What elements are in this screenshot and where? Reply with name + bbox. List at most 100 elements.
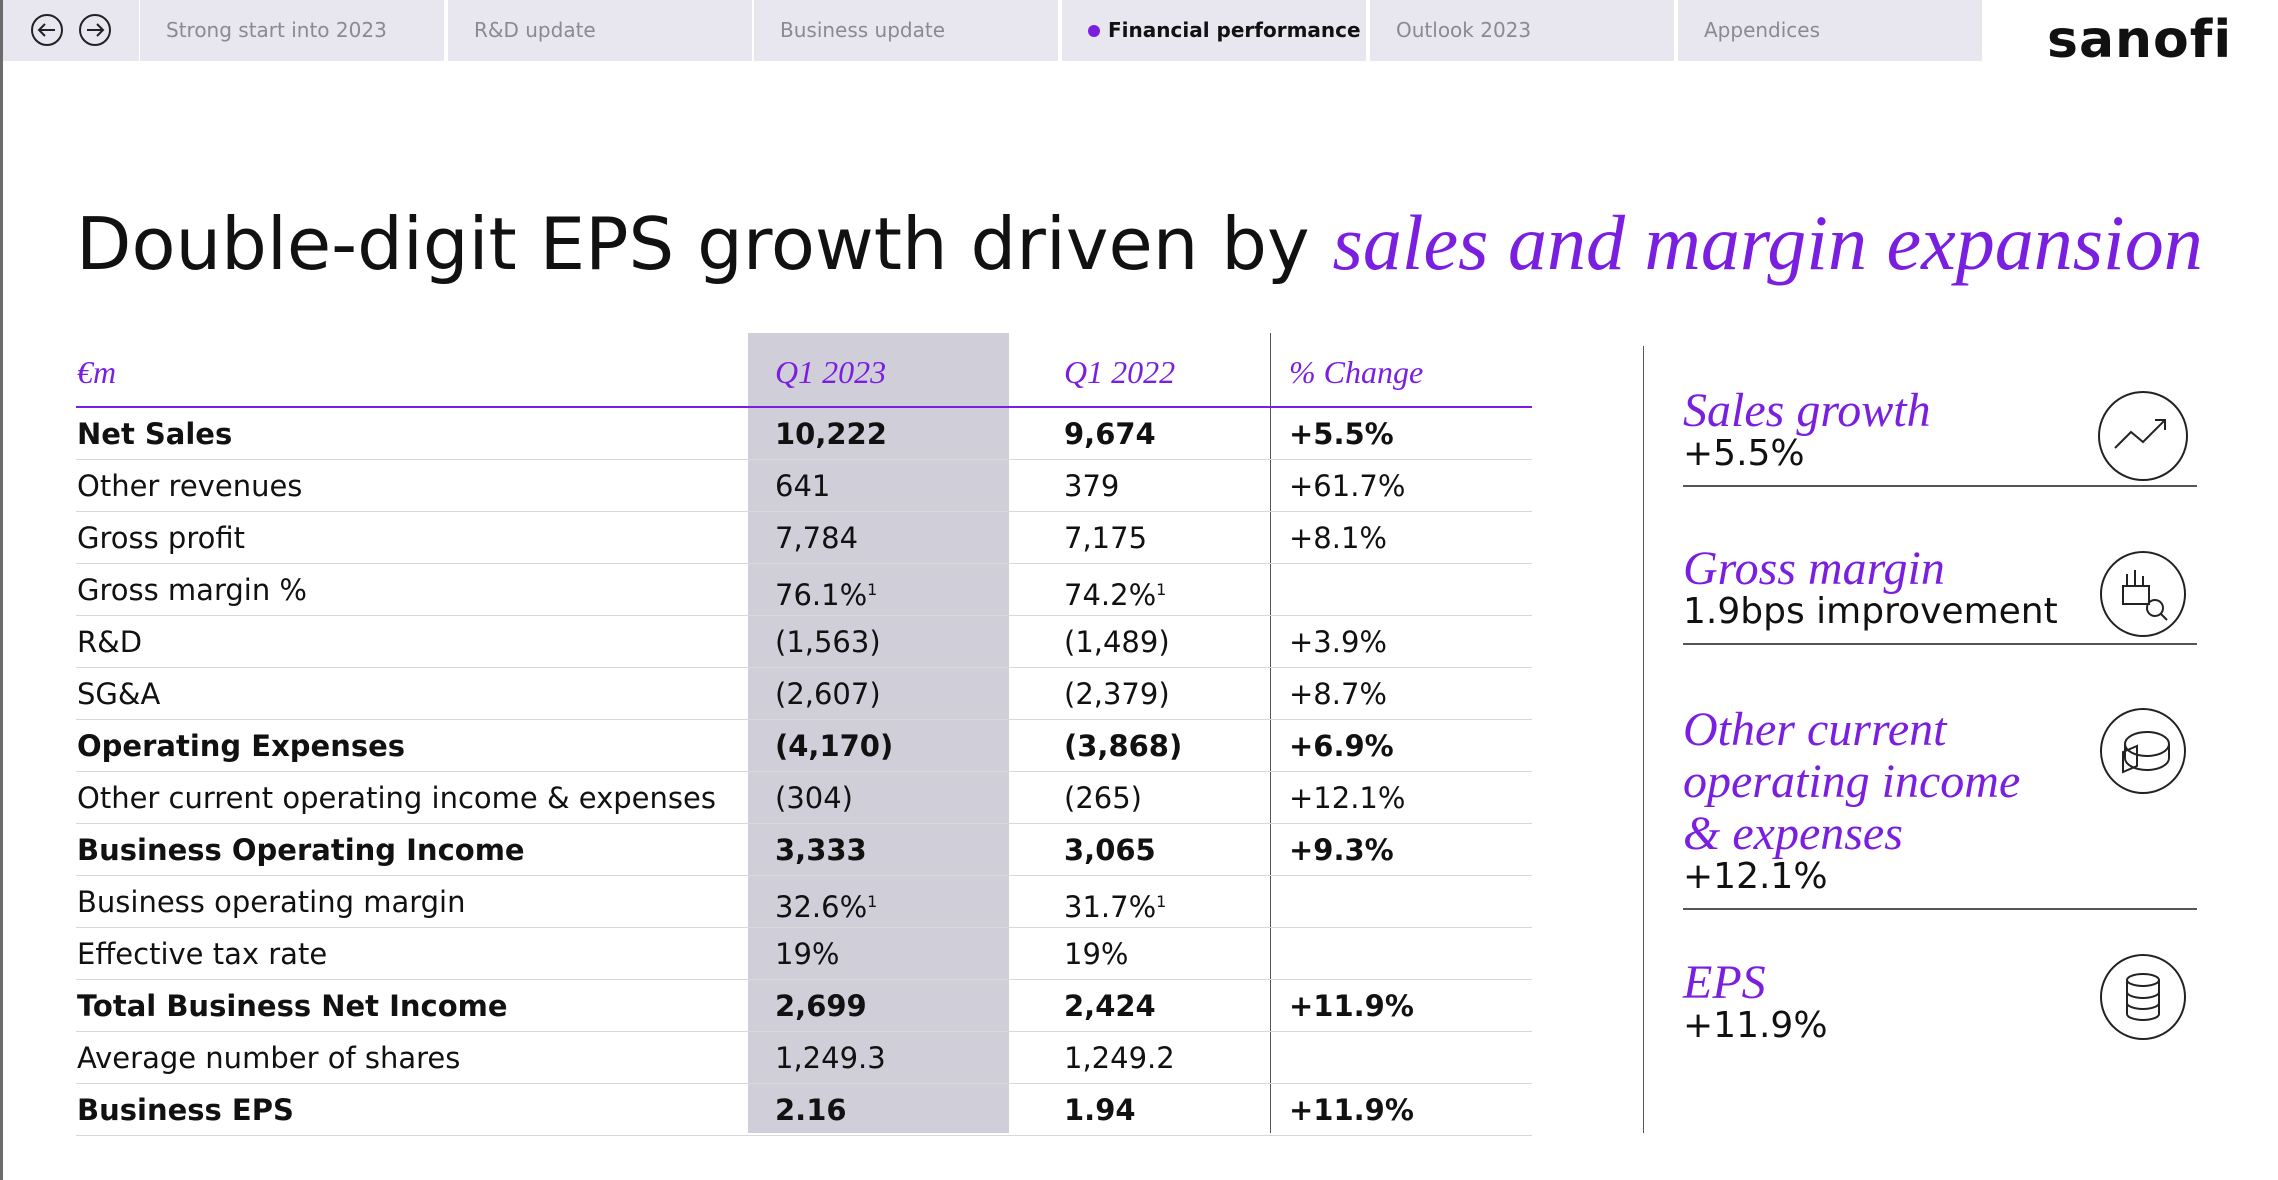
cell-text: 76.1%: [775, 578, 868, 612]
nav-tab-label: R&D update: [474, 18, 596, 42]
panel-divider: [1643, 346, 1644, 1133]
table-cell: 2.16: [775, 1093, 847, 1127]
table-cell: Average number of shares: [77, 1041, 461, 1075]
table-cell: (4,170): [775, 729, 894, 763]
table-cell: (1,489): [1064, 625, 1170, 659]
highlight-title: Other current: [1683, 703, 1947, 756]
title-accent: sales and margin expansion: [1332, 199, 2203, 286]
row-rule: [76, 719, 1532, 720]
table-cell: +8.7%: [1289, 677, 1387, 711]
column-header: Q1 2022: [1064, 354, 1176, 390]
icons: [2098, 391, 2188, 1040]
nav-tab[interactable]: Strong start into 2023: [140, 0, 444, 61]
row-rule: [76, 511, 1532, 512]
table-cell: Total Business Net Income: [77, 989, 508, 1023]
row-rule: [76, 1135, 1532, 1136]
table-cell: Gross profit: [77, 521, 246, 555]
table-cell: 74.2%1: [1064, 564, 1166, 621]
cell-text: 32.6%: [775, 890, 868, 924]
highlight-title: EPS: [1683, 956, 1766, 1009]
nav-tab[interactable]: Appendices: [1678, 0, 1982, 61]
table-cell: 1,249.3: [775, 1041, 886, 1075]
table-cell: 9,674: [1064, 417, 1156, 451]
table-cell: +8.1%: [1289, 521, 1387, 555]
nav-tab-label: Business update: [780, 18, 946, 42]
row-rule: [76, 875, 1532, 876]
table-cell: +6.9%: [1289, 729, 1394, 763]
row-rule: [76, 979, 1532, 980]
row-rule: [76, 1083, 1532, 1084]
table-cell: 31.7%1: [1064, 876, 1166, 933]
column-header: % Change: [1289, 354, 1424, 390]
footnote: 1: [1156, 892, 1167, 911]
highlight-value: +11.9%: [1683, 1005, 1828, 1046]
divider: [1683, 485, 2197, 487]
column-divider: [1270, 333, 1271, 1133]
divider: [1683, 643, 2197, 645]
active-dot: [1088, 25, 1100, 37]
table-cell: 1,249.2: [1064, 1041, 1175, 1075]
table-cell: +3.9%: [1289, 625, 1387, 659]
table-cell: 379: [1064, 469, 1120, 503]
row-rule: [76, 927, 1532, 928]
divider: [1683, 908, 2197, 910]
table-cell: Business EPS: [77, 1093, 294, 1127]
cell-text: 74.2%: [1064, 578, 1157, 612]
nav-tab-label: Outlook 2023: [1396, 18, 1532, 42]
nav-tab[interactable]: Business update: [754, 0, 1058, 61]
highlight-title: & expenses: [1683, 807, 1903, 860]
row-rule: [76, 667, 1532, 668]
nav-arrows: [3, 0, 139, 61]
table-cell: R&D: [77, 625, 143, 659]
table-cell: 3,065: [1064, 833, 1156, 867]
table-cell: 2,424: [1064, 989, 1156, 1023]
table-cell: Net Sales: [77, 417, 233, 451]
highlight-value: +12.1%: [1683, 856, 1828, 897]
highlight-title: operating income: [1683, 755, 2021, 808]
table-cell: 7,175: [1064, 521, 1148, 555]
table-cell: 7,784: [775, 521, 859, 555]
nav-tab-label: Appendices: [1704, 18, 1821, 42]
highlight-value: +5.5%: [1683, 433, 1805, 474]
nav-tab[interactable]: Outlook 2023: [1370, 0, 1674, 61]
table-cell: 641: [775, 469, 831, 503]
title-plain: Double-digit EPS growth driven by: [76, 202, 1310, 286]
table-cell: Other revenues: [77, 469, 303, 503]
highlight-title: Gross margin: [1683, 542, 1945, 595]
table-cell: +11.9%: [1289, 989, 1414, 1023]
table-cell: Effective tax rate: [77, 937, 328, 971]
column-header: Q1 2023: [775, 354, 887, 390]
table-cell: (2,379): [1064, 677, 1170, 711]
table-cell: 3,333: [775, 833, 867, 867]
row-rule: [76, 823, 1532, 824]
logo: sanofi: [2047, 10, 2233, 70]
table-cell: 19%: [1064, 937, 1129, 971]
table-cell: +11.9%: [1289, 1093, 1414, 1127]
row-rule: [76, 563, 1532, 564]
nav-tab-label: Financial performance: [1108, 18, 1361, 42]
column-header: €m: [77, 354, 117, 390]
row-rule: [76, 459, 1532, 460]
table-cell: Other current operating income & expense…: [77, 781, 716, 815]
footnote: 1: [1156, 580, 1167, 599]
table-cell: 1.94: [1064, 1093, 1136, 1127]
table-cell: Operating Expenses: [77, 729, 406, 763]
row-rule: [76, 615, 1532, 616]
highlight-value: 1.9bps improvement: [1683, 591, 2058, 632]
table-cell: +12.1%: [1289, 781, 1406, 815]
table-cell: Business Operating Income: [77, 833, 525, 867]
highlight-title: Sales growth: [1683, 384, 1931, 437]
nav-tab[interactable]: R&D update: [448, 0, 752, 61]
nav-tab-label: Strong start into 2023: [166, 18, 387, 42]
nav-tab[interactable]: Financial performance: [1062, 0, 1366, 61]
cell-text: 31.7%: [1064, 890, 1157, 924]
table-cell: 2,699: [775, 989, 867, 1023]
table-cell: Business operating margin: [77, 885, 466, 919]
table-cell: (3,868): [1064, 729, 1183, 763]
table-cell: +61.7%: [1289, 469, 1406, 503]
table-cell: 10,222: [775, 417, 887, 451]
table-cell: (2,607): [775, 677, 881, 711]
arrows: [31, 14, 111, 46]
header-rule: [76, 406, 1532, 408]
